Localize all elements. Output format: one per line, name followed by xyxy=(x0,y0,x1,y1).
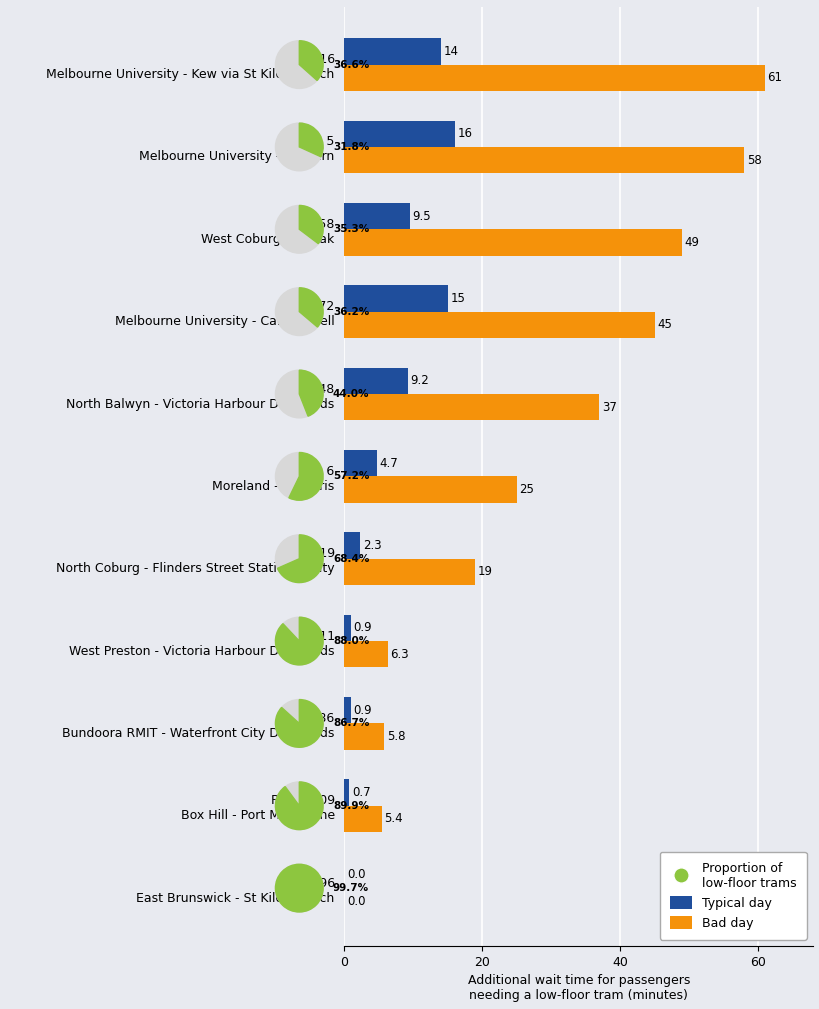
Bar xyxy=(344,312,654,338)
Text: 61: 61 xyxy=(767,72,781,85)
Wedge shape xyxy=(288,452,323,500)
Wedge shape xyxy=(299,370,323,416)
Bar xyxy=(344,367,407,394)
Ellipse shape xyxy=(275,535,323,582)
Bar xyxy=(344,559,475,585)
Ellipse shape xyxy=(275,123,323,171)
Wedge shape xyxy=(299,40,323,81)
Bar xyxy=(344,121,454,147)
Ellipse shape xyxy=(275,782,323,829)
Text: 57.2%: 57.2% xyxy=(333,471,369,481)
Text: 31.8%: 31.8% xyxy=(333,142,369,152)
Wedge shape xyxy=(277,535,323,582)
Text: 25: 25 xyxy=(518,483,534,496)
Bar xyxy=(344,65,764,91)
Text: 15: 15 xyxy=(450,292,465,305)
Text: 45: 45 xyxy=(657,318,672,331)
Ellipse shape xyxy=(275,288,323,336)
Text: 2.3: 2.3 xyxy=(363,539,381,552)
Text: 16: 16 xyxy=(457,127,472,140)
Text: 44.0%: 44.0% xyxy=(333,389,369,399)
Text: 9.5: 9.5 xyxy=(412,210,431,223)
Bar xyxy=(344,286,447,312)
Bar xyxy=(344,723,384,750)
X-axis label: Additional wait time for passengers
needing a low-floor tram (minutes): Additional wait time for passengers need… xyxy=(467,974,689,1002)
Ellipse shape xyxy=(275,699,323,748)
Text: 49: 49 xyxy=(684,236,699,249)
Bar xyxy=(344,533,360,559)
Ellipse shape xyxy=(275,206,323,253)
Text: 9.2: 9.2 xyxy=(410,374,429,387)
Ellipse shape xyxy=(275,40,323,89)
Text: 88.0%: 88.0% xyxy=(333,636,369,646)
Text: 37: 37 xyxy=(601,401,616,414)
Text: 58: 58 xyxy=(746,153,761,166)
Wedge shape xyxy=(275,618,323,665)
Text: 4.7: 4.7 xyxy=(379,457,398,469)
Text: 0.0: 0.0 xyxy=(346,895,365,908)
Bar xyxy=(344,229,681,255)
Ellipse shape xyxy=(275,370,323,418)
Bar xyxy=(344,806,381,832)
Bar xyxy=(344,450,377,476)
Text: 0.9: 0.9 xyxy=(353,622,372,635)
Bar xyxy=(344,614,351,641)
Text: 6.3: 6.3 xyxy=(390,648,409,661)
Text: 0.7: 0.7 xyxy=(351,786,370,799)
Wedge shape xyxy=(275,865,323,912)
Legend: Proportion of
low-floor trams, Typical day, Bad day: Proportion of low-floor trams, Typical d… xyxy=(658,852,806,939)
Bar xyxy=(344,697,351,723)
Wedge shape xyxy=(275,699,323,748)
Ellipse shape xyxy=(275,865,323,912)
Bar xyxy=(344,38,441,65)
Text: 14: 14 xyxy=(443,45,458,58)
Text: 5.8: 5.8 xyxy=(387,731,405,743)
Wedge shape xyxy=(299,206,323,244)
Bar xyxy=(344,779,349,806)
Text: 35.3%: 35.3% xyxy=(333,224,369,234)
Text: 0.0: 0.0 xyxy=(346,869,365,882)
Bar xyxy=(344,203,410,229)
Ellipse shape xyxy=(275,452,323,500)
Text: 36.2%: 36.2% xyxy=(333,307,369,317)
Text: 89.9%: 89.9% xyxy=(333,801,369,811)
Bar xyxy=(344,476,516,502)
Text: 86.7%: 86.7% xyxy=(333,718,369,728)
Wedge shape xyxy=(299,123,323,156)
Text: 19: 19 xyxy=(477,565,492,578)
Wedge shape xyxy=(299,288,323,327)
Ellipse shape xyxy=(275,618,323,665)
Bar xyxy=(344,394,599,421)
Bar xyxy=(344,147,743,174)
Text: 36.6%: 36.6% xyxy=(333,60,369,70)
Wedge shape xyxy=(275,782,323,829)
Text: 99.7%: 99.7% xyxy=(333,883,369,893)
Text: 68.4%: 68.4% xyxy=(333,554,369,564)
Bar xyxy=(344,641,387,667)
Text: 0.9: 0.9 xyxy=(353,703,372,716)
Text: 5.4: 5.4 xyxy=(384,812,402,825)
